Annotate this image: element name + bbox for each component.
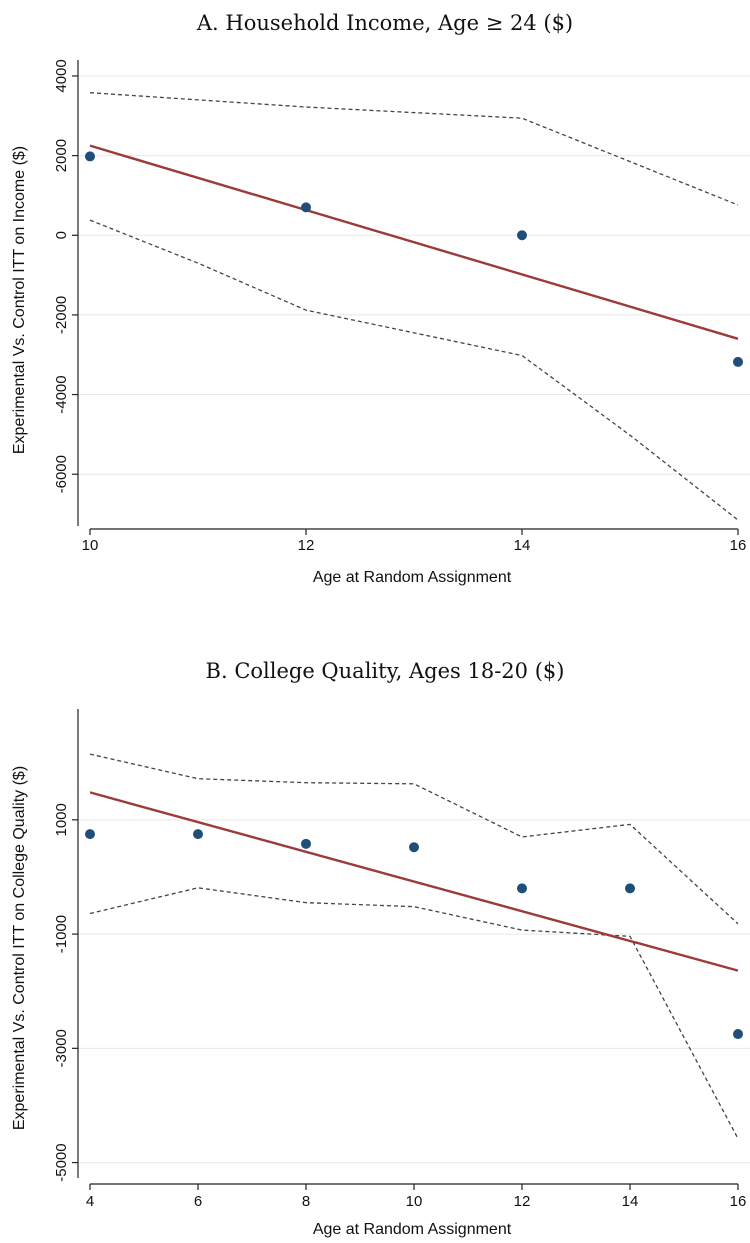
y-tick-label: -6000 bbox=[53, 455, 70, 493]
chart-title: A. Household Income, Age ≥ 24 ($) bbox=[196, 11, 573, 35]
ci-upper-line bbox=[89, 92, 739, 206]
panel-b: B. College Quality, Ages 18-20 ($) 4 6 8 10… bbox=[11, 659, 750, 1238]
x-tick-label: 12 bbox=[298, 537, 315, 554]
ci-lower-line bbox=[89, 887, 739, 1139]
x-tick-label: 10 bbox=[406, 1193, 423, 1210]
data-point bbox=[733, 356, 743, 367]
data-point bbox=[85, 151, 95, 162]
confidence-band bbox=[89, 753, 739, 1139]
x-tick-label: 16 bbox=[730, 1193, 747, 1210]
data-point bbox=[193, 829, 203, 840]
x-tick-label: 16 bbox=[730, 537, 747, 554]
gridlines bbox=[78, 819, 750, 1164]
fitted-line bbox=[89, 144, 739, 340]
gridlines bbox=[78, 75, 750, 475]
y-tick-label: -5000 bbox=[53, 1143, 70, 1181]
x-axis-label: Age at Random Assignment bbox=[313, 1221, 512, 1238]
y-axis-label: Experimental Vs. Control ITT on Income (… bbox=[11, 146, 28, 454]
x-tick-label: 4 bbox=[86, 1193, 94, 1210]
x-tick-label: 6 bbox=[194, 1193, 202, 1210]
confidence-band bbox=[89, 92, 739, 521]
x-tick-label: 14 bbox=[514, 537, 531, 554]
data-point bbox=[625, 883, 635, 894]
data-point bbox=[85, 829, 95, 840]
fit-line bbox=[89, 791, 739, 972]
y-tick-label: -3000 bbox=[53, 1029, 70, 1067]
chart-title: B. College Quality, Ages 18-20 ($) bbox=[206, 659, 565, 683]
x-tick-label: 10 bbox=[82, 537, 99, 554]
y-tick-label: 2000 bbox=[53, 139, 70, 172]
y-tick-label: 4000 bbox=[53, 59, 70, 92]
y-tick-label: -2000 bbox=[53, 296, 70, 334]
panel-a: A. Household Income, Age ≥ 24 ($) 10 12 14… bbox=[11, 11, 750, 586]
data-point bbox=[301, 202, 311, 213]
data-point bbox=[517, 230, 527, 241]
x-axis-label: Age at Random Assignment bbox=[313, 569, 512, 586]
y-tick-label: -4000 bbox=[53, 375, 70, 413]
fitted-line bbox=[89, 791, 739, 972]
y-tick-label: 0 bbox=[53, 231, 70, 239]
data-points bbox=[85, 829, 743, 1040]
x-tick-label: 14 bbox=[622, 1193, 639, 1210]
fit-line bbox=[89, 144, 739, 340]
data-point bbox=[733, 1029, 743, 1040]
ci-upper-line bbox=[89, 753, 739, 925]
data-points bbox=[85, 151, 743, 367]
y-tick-label: -1000 bbox=[53, 915, 70, 953]
y-tick-label: 1000 bbox=[53, 803, 70, 836]
x-tick-label: 12 bbox=[514, 1193, 531, 1210]
axes: 10 12 14 16 -6000 -4000 -2000 0 2000 4000 bbox=[53, 59, 746, 554]
y-axis-label: Experimental Vs. Control ITT on College … bbox=[11, 766, 28, 1130]
data-point bbox=[301, 838, 311, 849]
x-tick-label: 8 bbox=[302, 1193, 310, 1210]
ci-lower-line bbox=[89, 219, 739, 521]
data-point bbox=[517, 883, 527, 894]
axes: 4 6 8 10 12 14 16 -5000 -3000 -1000 1000 bbox=[53, 709, 746, 1210]
data-point bbox=[409, 842, 419, 853]
